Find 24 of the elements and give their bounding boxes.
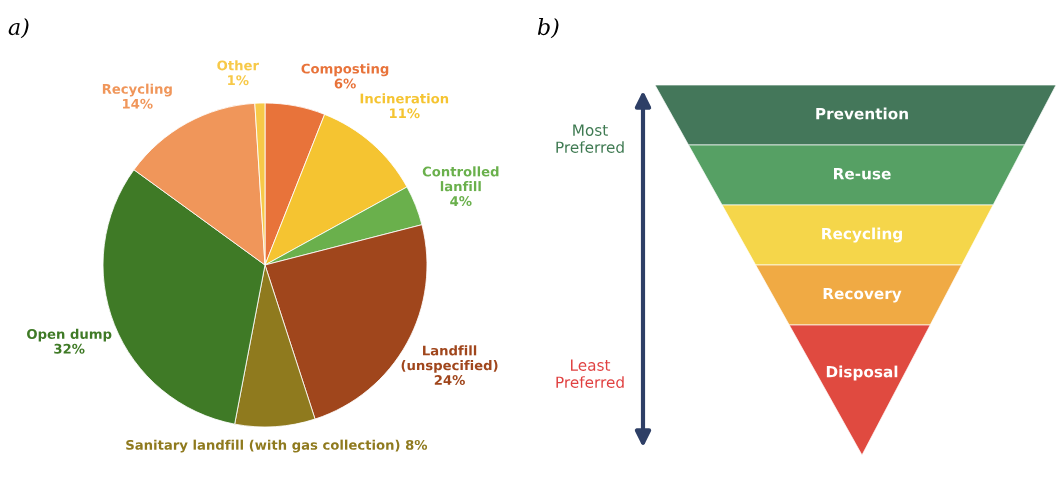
data-label: 4% xyxy=(450,196,472,207)
category-label: Recycling xyxy=(822,227,902,243)
text: b) xyxy=(537,17,559,39)
slice-label: Composting xyxy=(301,63,389,77)
data-label: 1% xyxy=(228,75,249,86)
data-label: 32% xyxy=(54,343,85,354)
category-label: Disposal xyxy=(826,365,898,381)
slice-label: Landfill (unspecified) xyxy=(401,345,498,373)
slice-label: Controlled lanfill xyxy=(422,166,499,192)
data-label: 14% xyxy=(122,98,153,109)
slice-label: Recycling xyxy=(102,83,172,97)
slice-label: Incineration xyxy=(360,93,449,104)
data-label: 11% xyxy=(389,108,420,119)
slice-label: Sanitary landfill (with gas collection) 8% xyxy=(126,439,428,453)
category-label: Prevention xyxy=(816,107,908,120)
data-label: 24% xyxy=(434,375,465,386)
slice-label: Other xyxy=(217,60,259,71)
chart-title: a) xyxy=(8,17,29,39)
category-label: Recovery xyxy=(823,287,902,303)
text: Least Preferred xyxy=(556,359,624,388)
text: Most Preferred xyxy=(556,124,624,153)
category-label: Re-use xyxy=(834,168,891,180)
data-label: 6% xyxy=(334,78,356,89)
slice-label: Open dump xyxy=(27,328,112,342)
